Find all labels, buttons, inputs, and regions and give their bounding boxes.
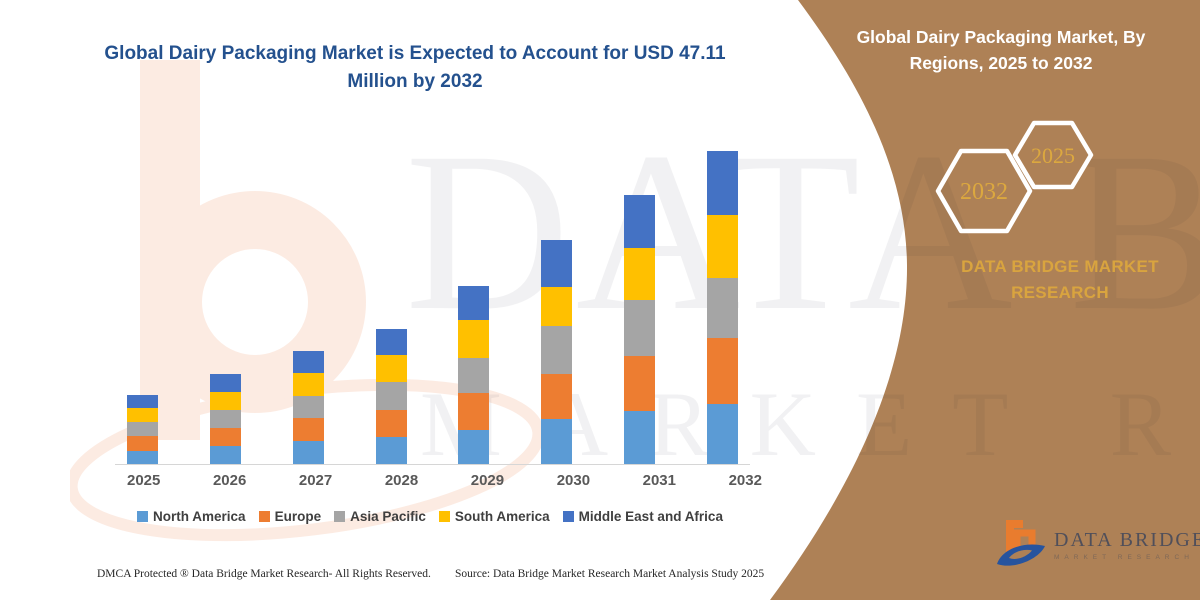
bar-segment-asia-pacific-2025 (127, 422, 158, 437)
bar-segment-north-america-2026 (209, 446, 241, 464)
legend-item-europe: Europe (258, 509, 322, 524)
x-tick-label: 2027 (298, 472, 333, 489)
legend-item-asia-pacific: Asia Pacific (334, 509, 426, 524)
bar-segment-asia-pacific-2030 (541, 326, 573, 374)
bar-2029 (458, 285, 490, 464)
hexagon-2025-label: 2025 (1031, 143, 1075, 168)
hexagon-2025-badge: 2025 (1012, 120, 1094, 190)
x-tick-2030: 2030 (557, 472, 590, 489)
legend-swatch-icon (334, 511, 346, 522)
bar-segment-europe-2027 (292, 418, 324, 442)
hexagon-2032-label: 2032 (960, 179, 1008, 205)
legend-swatch-icon (562, 511, 574, 522)
x-tick-label: 2031 (642, 472, 676, 489)
bar-segment-europe-2032 (706, 338, 738, 404)
bar-segment-europe-2031 (624, 355, 656, 411)
x-tick-label: 2026 (212, 472, 247, 489)
legend-swatch-icon (137, 511, 149, 522)
legend-label: Middle East and Africa (578, 509, 723, 524)
logo-tagline: MARKET RESEARCH (1054, 554, 1194, 561)
chart-legend: North America Europe Asia Pacific South Ame… (100, 509, 760, 524)
bar-segment-south-america-2031 (624, 248, 656, 300)
bar-segment-europe-2029 (458, 392, 490, 431)
x-tick-label: 2032 (728, 472, 762, 489)
x-tick-2028: 2028 (385, 472, 418, 489)
bar-segment-north-america-2031 (624, 410, 656, 464)
legend-label: North America (153, 509, 246, 524)
bar-2027 (292, 351, 324, 464)
bar-segment-asia-pacific-2029 (458, 357, 490, 393)
bar-2031 (624, 194, 656, 464)
x-tick-2027: 2027 (299, 472, 332, 489)
brand-text: DATA BRIDGE MARKET RESEARCH (961, 257, 1159, 303)
bar-segment-middle-east-and-africa-2027 (292, 351, 324, 373)
side-panel-heading: Global Dairy Packaging Market, By Region… (856, 27, 1146, 74)
bar-segment-middle-east-and-africa-2025 (127, 394, 158, 409)
bar-segment-middle-east-and-africa-2030 (541, 240, 573, 287)
bar-segment-middle-east-and-africa-2028 (375, 328, 407, 356)
bar-2030 (541, 240, 573, 464)
bar-segment-europe-2026 (209, 427, 241, 447)
bar-segment-europe-2030 (541, 373, 573, 419)
dmca-notice: DMCA Protected ® Data Bridge Market Rese… (97, 568, 431, 580)
legend-label: Asia Pacific (350, 509, 426, 524)
bar-segment-south-america-2030 (541, 286, 573, 327)
bar-2026 (209, 374, 241, 464)
legend-swatch-icon (438, 511, 450, 522)
bar-segment-asia-pacific-2031 (624, 299, 656, 356)
bar-segment-middle-east-and-africa-2031 (624, 194, 656, 249)
x-tick-label: 2025 (127, 472, 161, 489)
bar-2025 (127, 394, 158, 464)
bar-segment-south-america-2026 (209, 391, 241, 410)
bar-segment-south-america-2027 (292, 372, 324, 396)
databridge-logo: DATA BRIDGE MARKET RESEARCH (996, 512, 1200, 568)
hexagon-year-badges: 2032 2025 (935, 120, 1094, 234)
bar-segment-middle-east-and-africa-2029 (458, 285, 490, 320)
bar-segment-europe-2028 (375, 409, 407, 438)
bar-2032 (706, 150, 738, 464)
bar-segment-asia-pacific-2027 (292, 395, 324, 419)
logo-name: DATA BRIDGE (1054, 529, 1200, 551)
bar-segment-north-america-2030 (541, 418, 573, 464)
legend-swatch-icon (258, 511, 270, 522)
bar-segment-middle-east-and-africa-2032 (706, 150, 738, 216)
x-tick-label: 2029 (470, 472, 505, 489)
stacked-bar-chart (115, 150, 750, 465)
hexagon-2032-badge: 2032 (935, 148, 1033, 234)
x-axis-labels: 2025 2026 2027 2028 2029 2030 2031 2032 (115, 472, 774, 489)
x-tick-2032: 2032 (729, 472, 762, 489)
bar-segment-north-america-2027 (292, 441, 324, 464)
bar-segment-north-america-2032 (706, 403, 738, 464)
bar-segment-asia-pacific-2026 (209, 409, 241, 428)
bar-segment-south-america-2032 (706, 215, 738, 278)
source-note: Source: Data Bridge Market Research Mark… (455, 568, 765, 580)
legend-label: South America (454, 509, 550, 524)
bar-segment-north-america-2025 (127, 450, 158, 464)
bar-segment-north-america-2028 (375, 437, 407, 464)
legend-item-middle-east-and-africa: Middle East and Africa (562, 509, 723, 524)
bar-segment-asia-pacific-2032 (706, 277, 738, 339)
x-tick-2029: 2029 (471, 472, 504, 489)
bar-2028 (375, 328, 407, 464)
x-tick-label: 2030 (556, 472, 591, 489)
bar-segment-south-america-2029 (458, 319, 490, 358)
bar-segment-asia-pacific-2028 (375, 382, 407, 410)
x-tick-2025: 2025 (127, 472, 160, 489)
legend-item-south-america: South America (438, 509, 550, 524)
bar-segment-europe-2025 (127, 436, 158, 451)
databridge-logo-icon (997, 520, 1045, 566)
bar-segment-middle-east-and-africa-2026 (209, 374, 241, 392)
bar-segment-south-america-2025 (127, 408, 158, 423)
x-tick-label: 2028 (384, 472, 419, 489)
x-tick-2031: 2031 (643, 472, 676, 489)
bar-segment-south-america-2028 (375, 355, 407, 383)
legend-item-north-america: North America (137, 509, 246, 524)
bar-segment-north-america-2029 (458, 430, 490, 464)
legend-label: Europe (274, 509, 322, 524)
x-tick-2026: 2026 (213, 472, 246, 489)
chart-title: Global Dairy Packaging Market is Expecte… (104, 43, 726, 92)
